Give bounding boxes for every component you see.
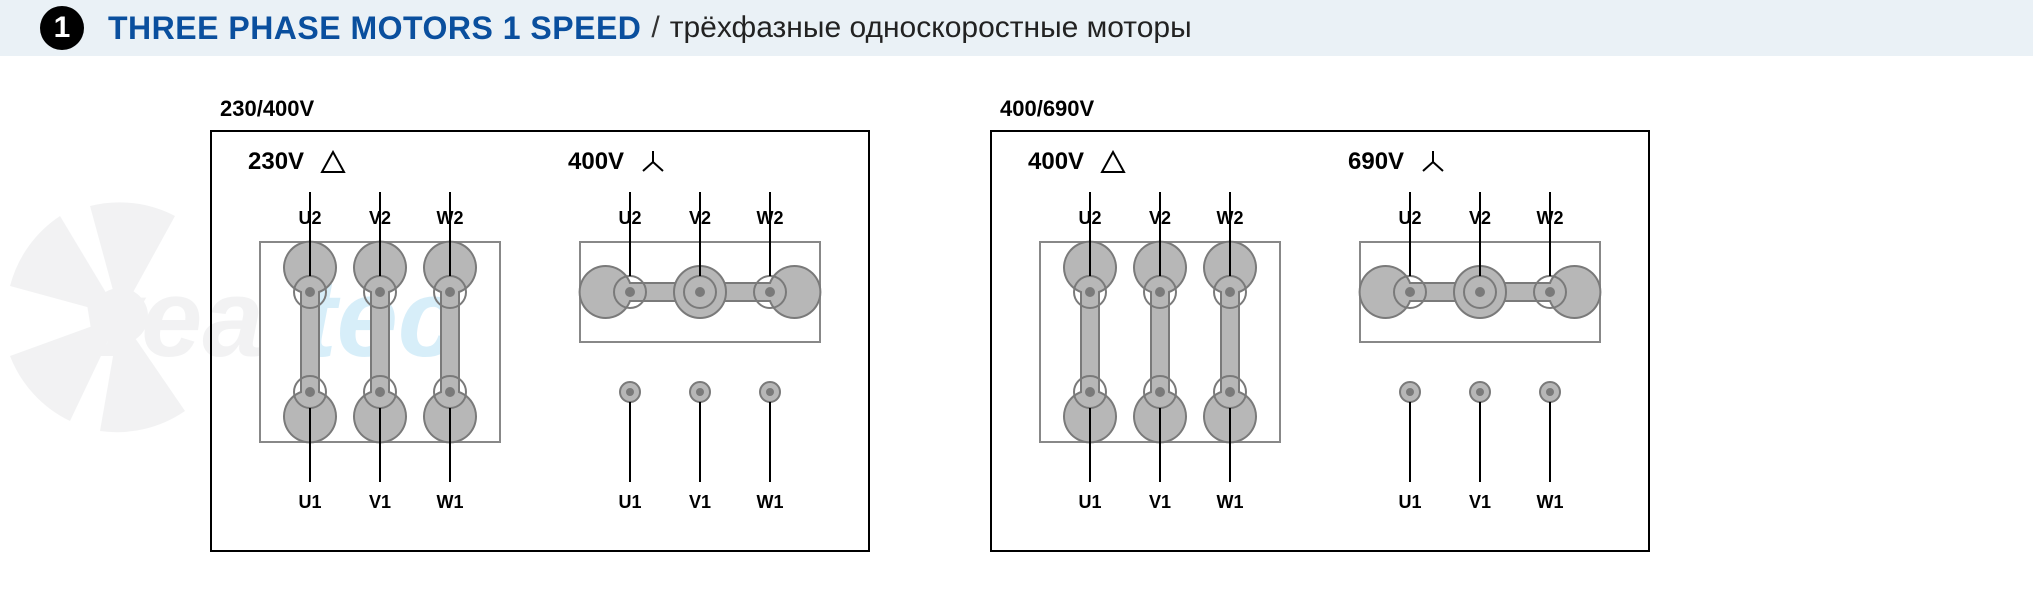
group-frame: 230V U2 U1 V2 V1 W2 W1 400V: [210, 130, 870, 552]
voltage-group: 400/690V 400V U2 U1 V2 V1 W2 W1: [990, 96, 1650, 552]
star-icon: [1420, 149, 1446, 175]
group-frame: 400V U2 U1 V2 V1 W2 W1 690V: [990, 130, 1650, 552]
connection-block-delta: 230V U2 U1 V2 V1 W2 W1: [240, 148, 520, 522]
delta-icon: [1100, 150, 1126, 174]
svg-text:W1: W1: [1217, 492, 1244, 512]
title-en: THREE PHASE MOTORS 1 SPEED: [108, 10, 641, 47]
svg-text:U2: U2: [618, 208, 641, 228]
wiring-diagram: U2 U1 V2 V1 W2 W1: [1340, 182, 1620, 522]
svg-text:V1: V1: [369, 492, 391, 512]
svg-text:W2: W2: [1537, 208, 1564, 228]
svg-text:U1: U1: [298, 492, 321, 512]
voltage-label: 230V: [248, 148, 304, 176]
svg-text:W2: W2: [757, 208, 784, 228]
title-separator: /: [651, 11, 659, 45]
star-icon: [640, 149, 666, 175]
connection-block-star: 690V U2 U1 V2 V1 W2 W1: [1340, 148, 1620, 522]
connection-header: 690V: [1340, 148, 1620, 176]
svg-text:W1: W1: [757, 492, 784, 512]
svg-text:W1: W1: [437, 492, 464, 512]
header-bar: 1 THREE PHASE MOTORS 1 SPEED / трёхфазны…: [0, 0, 2033, 56]
delta-icon: [320, 150, 346, 174]
group-voltage-label: 230/400V: [210, 96, 870, 122]
svg-text:V1: V1: [1469, 492, 1491, 512]
svg-text:W2: W2: [1217, 208, 1244, 228]
title-ru: трёхфазные односкоростные моторы: [670, 11, 1192, 45]
voltage-label: 400V: [568, 148, 624, 176]
svg-text:W1: W1: [1537, 492, 1564, 512]
svg-text:V1: V1: [689, 492, 711, 512]
connection-block-delta: 400V U2 U1 V2 V1 W2 W1: [1020, 148, 1300, 522]
svg-text:V2: V2: [689, 208, 711, 228]
svg-text:V1: V1: [1149, 492, 1171, 512]
connection-block-star: 400V U2 U1 V2 V1 W2 W1: [560, 148, 840, 522]
svg-text:U1: U1: [1078, 492, 1101, 512]
connection-header: 400V: [560, 148, 840, 176]
svg-text:U2: U2: [1078, 208, 1101, 228]
svg-text:V2: V2: [369, 208, 391, 228]
connection-header: 400V: [1020, 148, 1300, 176]
wiring-diagram: U2 U1 V2 V1 W2 W1: [560, 182, 840, 522]
svg-text:V2: V2: [1149, 208, 1171, 228]
wiring-diagram: U2 U1 V2 V1 W2 W1: [240, 182, 520, 522]
group-voltage-label: 400/690V: [990, 96, 1650, 122]
svg-text:U1: U1: [618, 492, 641, 512]
svg-text:U1: U1: [1398, 492, 1421, 512]
svg-text:V2: V2: [1469, 208, 1491, 228]
voltage-group: vea tec 230/400V 230V: [210, 96, 870, 552]
connection-header: 230V: [240, 148, 520, 176]
voltage-label: 690V: [1348, 148, 1404, 176]
svg-text:U2: U2: [1398, 208, 1421, 228]
svg-text:U2: U2: [298, 208, 321, 228]
section-badge: 1: [40, 6, 84, 50]
diagrams-row: vea tec 230/400V 230V: [0, 96, 2033, 552]
wiring-diagram: U2 U1 V2 V1 W2 W1: [1020, 182, 1300, 522]
voltage-label: 400V: [1028, 148, 1084, 176]
svg-text:W2: W2: [437, 208, 464, 228]
